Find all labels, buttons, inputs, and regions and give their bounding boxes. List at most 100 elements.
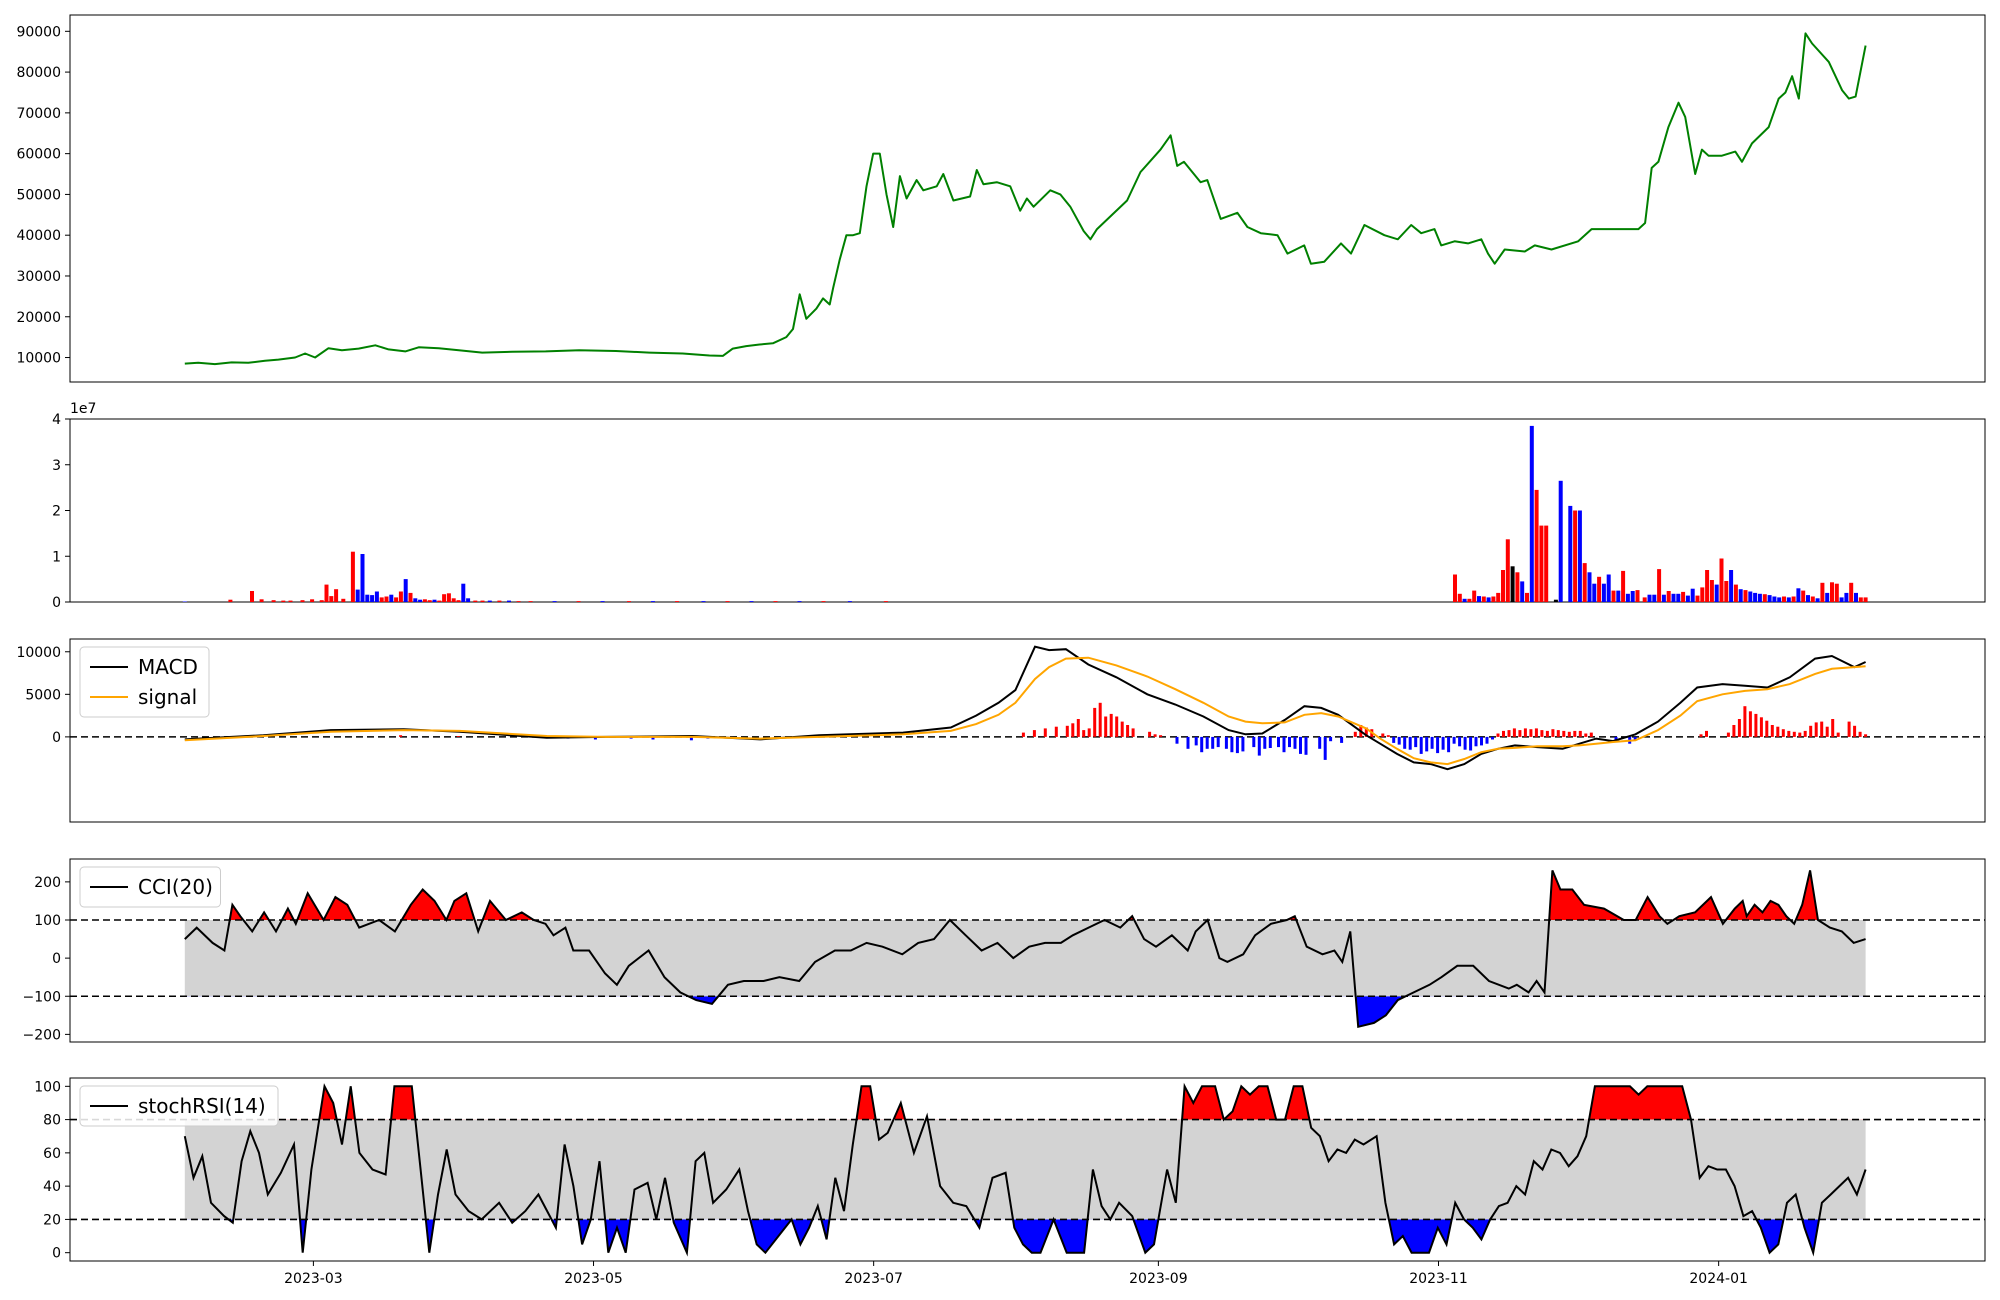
macd-histogram-bar [1288, 736, 1291, 748]
volume-bar [1849, 582, 1854, 602]
volume-bar [1544, 525, 1549, 602]
volume-bar [355, 589, 360, 602]
x-tick-label: 2023-05 [564, 1271, 623, 1287]
macd-histogram-bar [1545, 730, 1549, 737]
macd-histogram-bar [1021, 732, 1025, 737]
volume-bar [1592, 583, 1597, 602]
volume-bar [1690, 588, 1695, 602]
volume-bar [1815, 598, 1820, 602]
macd-histogram-bar [1419, 736, 1423, 754]
volume-bar [1685, 595, 1690, 602]
macd-histogram-bar [1241, 736, 1245, 752]
y-tick-label: 40 [43, 1179, 61, 1195]
macd-histogram-bar [1743, 706, 1747, 737]
volume-bar [1700, 587, 1705, 602]
macd-panel: 0 5000 10000 MACD signal [16, 638, 1986, 823]
macd-histogram-bar [1798, 732, 1802, 737]
volume-bar [1767, 595, 1772, 602]
volume-bar [1714, 584, 1719, 602]
volume-bar [497, 600, 502, 602]
volume-bar [422, 599, 427, 602]
volume-bar [389, 594, 394, 602]
macd-histogram-bar [1353, 731, 1357, 737]
volume-bar [1539, 525, 1544, 602]
macd-histogram-bar [1252, 736, 1256, 748]
volume-bar [1606, 574, 1611, 602]
volume-bar [1558, 480, 1563, 602]
volume-bar [1472, 590, 1477, 602]
volume-bar [1520, 581, 1525, 602]
macd-histogram-bar [1480, 736, 1483, 746]
macd-histogram-bar [1792, 731, 1796, 737]
volume-panel: 0 1 2 3 4 1e7 [52, 401, 1986, 611]
y-tick-label: 20000 [16, 310, 61, 326]
volume-bar [374, 591, 379, 602]
macd-histogram-bar [1814, 722, 1818, 737]
volume-bar [1786, 597, 1791, 602]
volume-bar [1782, 596, 1786, 602]
volume-bar [1858, 597, 1863, 602]
volume-bar [1729, 570, 1734, 602]
macd-histogram-bar [1115, 716, 1119, 737]
macd-histogram-bar [1282, 736, 1286, 753]
macd-histogram-bar [1224, 736, 1228, 749]
volume-bar [600, 601, 605, 602]
volume-bar [271, 600, 276, 602]
macd-histogram-bar [1257, 736, 1261, 756]
volume-bar [516, 601, 521, 602]
macd-histogram-bar [399, 735, 403, 737]
macd-histogram-bar [1463, 736, 1467, 750]
macd-histogram-bar [1235, 736, 1239, 754]
oversold-fill [184, 1219, 1866, 1253]
y-tick-label: 40000 [16, 228, 61, 244]
macd-histogram-bar [1329, 736, 1333, 742]
y-tick-label: 0 [52, 730, 61, 746]
macd-histogram-bar [1131, 728, 1135, 737]
volume-bar [701, 601, 706, 602]
volume-bar [300, 600, 305, 602]
macd-histogram-bar [1781, 729, 1785, 737]
macd-histogram-bar [1397, 736, 1401, 745]
volume-bar [1810, 596, 1815, 602]
macd-histogram-bar [1523, 728, 1527, 737]
volume-bar [576, 601, 581, 602]
volume-bar [773, 601, 778, 602]
macd-histogram-bar [1126, 725, 1130, 737]
volume-bar [413, 598, 418, 602]
macd-histogram-bar [1831, 719, 1835, 737]
volume-bar [1820, 582, 1825, 602]
volume-bar [288, 600, 293, 602]
macd-histogram-bar [1098, 702, 1102, 737]
overbought-fill [184, 870, 1866, 920]
y-tick-label: 10000 [16, 351, 61, 367]
volume-bar [1652, 594, 1657, 602]
macd-histogram-bar [1853, 725, 1857, 737]
volume-bar [1825, 592, 1830, 602]
axes-frame [69, 1077, 1986, 1262]
macd-histogram-bar [1299, 736, 1302, 754]
macd-histogram-bar [1104, 716, 1108, 737]
volume-bar [1657, 569, 1662, 602]
volume-bar [1733, 584, 1738, 602]
volume-bar [1676, 593, 1681, 602]
macd-histogram-bar [1589, 732, 1593, 737]
macd-histogram-bar [1186, 736, 1190, 749]
macd-histogram-bar [1485, 736, 1489, 744]
macd-histogram-bar [1759, 717, 1763, 737]
macd-histogram-bar [1474, 736, 1478, 747]
y-tick-label: 100 [34, 913, 61, 929]
y-tick-label: 0 [52, 1246, 61, 1262]
macd-histogram-bar [1567, 731, 1571, 737]
macd-histogram-bar [1054, 726, 1058, 737]
volume-bar [1743, 590, 1748, 602]
volume-bar [250, 591, 254, 602]
volume-bar [1597, 576, 1602, 602]
axes-frame [69, 858, 1986, 1043]
cci-panel: −200 −100 0 100 200 CCI(20) [23, 858, 1986, 1043]
volume-bar [725, 601, 730, 602]
volume-bar [1830, 582, 1834, 602]
price-panel: 10000 20000 30000 40000 50000 60000 70000 80000… [16, 14, 1986, 383]
macd-histogram-bar [1414, 736, 1418, 748]
volume-bar [675, 601, 679, 602]
macd-histogram-bar [1087, 728, 1091, 737]
